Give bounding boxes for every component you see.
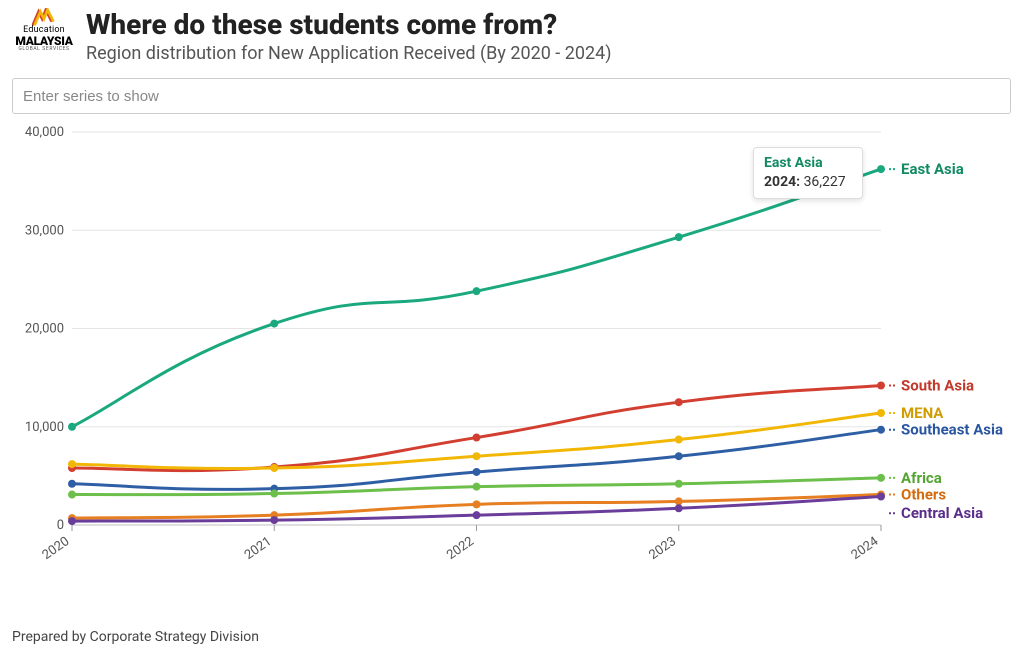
series-point (675, 436, 683, 444)
tooltip-series: East Asia (764, 154, 852, 173)
chart-tooltip: East Asia 2024: 36,227 (753, 147, 863, 199)
region-line-chart: 0 10,000 20,000 30,000 40,000 2020 2021 2022 202… (12, 120, 1011, 580)
series-point (473, 468, 481, 476)
header: Education MALAYSIA GLOBAL SERVICES Where… (12, 8, 1011, 64)
series-label: Central Asia (901, 504, 983, 522)
logo: Education MALAYSIA GLOBAL SERVICES (12, 8, 76, 52)
series-point (877, 426, 885, 434)
series-point (270, 516, 278, 524)
series-point (270, 490, 278, 498)
series-point (68, 460, 76, 468)
series-point (270, 464, 278, 472)
series-filter (12, 78, 1011, 114)
series-point (68, 517, 76, 525)
svg-text:2024: 2024 (849, 534, 882, 563)
series-filter-input[interactable] (12, 78, 1011, 114)
svg-text:10,000: 10,000 (25, 420, 64, 435)
series-point (68, 423, 76, 431)
series-label: Southeast Asia (901, 421, 1003, 439)
series-point (675, 504, 683, 512)
logo-line3: GLOBAL SERVICES (18, 47, 69, 52)
series-label: South Asia (901, 376, 974, 394)
series-label: Africa (901, 469, 942, 487)
svg-text:2023: 2023 (646, 534, 679, 563)
series-point (473, 287, 481, 295)
svg-text:40,000: 40,000 (25, 125, 64, 140)
svg-text:2022: 2022 (444, 534, 477, 563)
series-label: East Asia (901, 160, 964, 178)
series-point (68, 491, 76, 499)
page-title: Where do these students come from? (86, 8, 611, 41)
series-point (675, 398, 683, 406)
page-subtitle: Region distribution for New Application … (86, 43, 611, 64)
series-point (473, 500, 481, 508)
svg-text:2021: 2021 (242, 534, 275, 563)
series-point (877, 493, 885, 501)
series-point (473, 434, 481, 442)
series-point (473, 452, 481, 460)
tooltip-year: 2024: (764, 174, 804, 190)
series-point (675, 480, 683, 488)
series-label: MENA (901, 404, 944, 422)
tooltip-value: 36,227 (804, 174, 846, 190)
series-point (675, 452, 683, 460)
series-label: Others (901, 486, 946, 504)
series-point (473, 511, 481, 519)
series-point (68, 480, 76, 488)
series-point (877, 474, 885, 482)
svg-text:30,000: 30,000 (25, 223, 64, 238)
series-point (877, 409, 885, 417)
series-point (675, 233, 683, 241)
series-point (473, 483, 481, 491)
series-point (877, 165, 885, 173)
tooltip-row: 2024: 36,227 (764, 173, 852, 192)
series-line (72, 169, 881, 427)
footer-note: Prepared by Corporate Strategy Division (12, 629, 259, 645)
svg-text:2020: 2020 (40, 534, 73, 563)
series-point (270, 320, 278, 328)
series-point (877, 381, 885, 389)
svg-text:0: 0 (57, 518, 64, 533)
series-point (675, 497, 683, 505)
svg-text:20,000: 20,000 (25, 322, 64, 337)
